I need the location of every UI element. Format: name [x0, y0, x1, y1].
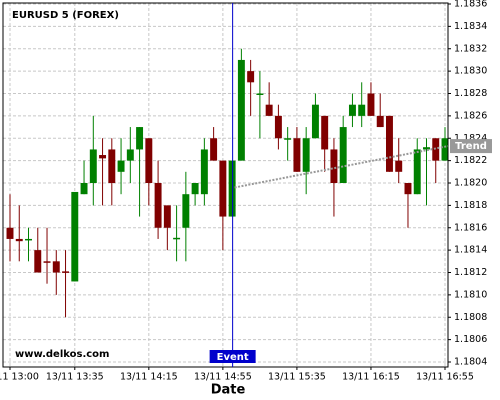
- y-tick-label: 1.1810: [454, 289, 487, 300]
- y-tick-label: 1.1808: [454, 312, 487, 323]
- chart-title: EURUSD 5 (FOREX): [12, 10, 119, 21]
- candle-body: [210, 138, 218, 161]
- candle-body: [284, 138, 292, 140]
- candle-body: [321, 115, 329, 150]
- candle-body: [395, 160, 403, 172]
- x-tick-label: 13/11 16:55: [416, 372, 474, 383]
- grid: [3, 3, 448, 367]
- candle-body: [34, 250, 42, 273]
- x-tick-label: 13/11 16:15: [342, 372, 400, 383]
- candle-body: [441, 138, 449, 161]
- candle-body: [173, 237, 181, 240]
- y-tick-label: 1.1832: [454, 43, 487, 54]
- candle-body: [15, 238, 23, 242]
- candle-body: [247, 71, 255, 83]
- y-tick-label: 1.1804: [454, 357, 487, 368]
- watermark: www.delkos.com: [15, 349, 109, 360]
- trend-label: Trend: [455, 141, 487, 152]
- candle-body: [385, 115, 393, 172]
- event-label-box: [209, 350, 256, 363]
- candle-body: [265, 104, 273, 116]
- candle-body: [367, 93, 375, 116]
- candle-body: [43, 261, 51, 263]
- candle-body: [108, 149, 116, 183]
- candle-body: [237, 59, 245, 161]
- y-tick-label: 1.1816: [454, 222, 487, 233]
- candle-body: [200, 149, 208, 195]
- candle-body: [71, 191, 79, 282]
- candle-body: [302, 138, 310, 172]
- candle-body: [256, 93, 264, 95]
- trend-label-box: [450, 139, 492, 154]
- candle-body: [191, 183, 199, 195]
- y-tick-label: 1.1812: [454, 267, 487, 278]
- candle-body: [89, 149, 97, 183]
- candle-body: [62, 271, 70, 273]
- candle-body: [80, 183, 88, 195]
- candle-body: [52, 261, 60, 273]
- candle-body: [154, 183, 162, 228]
- candle-body: [99, 155, 107, 159]
- y-tick-label: 1.1828: [454, 88, 487, 99]
- candle-body: [126, 149, 134, 161]
- candle-body: [376, 115, 384, 128]
- candle-body: [182, 194, 190, 228]
- event-label: Event: [217, 352, 249, 363]
- x-tick-label: 13/11 15:35: [268, 372, 326, 383]
- x-axis-label: Date: [211, 383, 246, 398]
- candle-body: [311, 104, 319, 139]
- candle-body: [145, 138, 153, 183]
- y-tick-label: 1.1830: [454, 66, 487, 77]
- candle-body: [339, 127, 347, 183]
- y-tick-label: 1.1826: [454, 110, 487, 121]
- candle-body: [330, 149, 338, 183]
- candle-body: [117, 160, 125, 172]
- x-tick-label: 13/11 13:00: [0, 372, 39, 383]
- candle-body: [293, 138, 301, 172]
- x-tick-label: 13/11 13:35: [46, 372, 104, 383]
- y-tick-label: 1.1818: [454, 200, 487, 211]
- y-tick-label: 1.1822: [454, 155, 487, 166]
- y-tick-label: 1.1836: [454, 0, 487, 10]
- x-tick-label: 13/11 14:15: [120, 372, 178, 383]
- candle-body: [136, 127, 144, 150]
- candle-body: [163, 205, 171, 228]
- candle-body: [6, 227, 14, 239]
- candle-body: [219, 160, 227, 217]
- y-tick-label: 1.1820: [454, 178, 487, 189]
- y-tick-label: 1.1824: [454, 133, 487, 144]
- y-tick-label: 1.1834: [454, 21, 487, 32]
- candle-body: [274, 115, 282, 139]
- candle-body: [423, 147, 430, 150]
- candle-body: [348, 104, 356, 116]
- candle-body: [358, 104, 366, 116]
- x-tick-label: 13/11 14:55: [194, 372, 252, 383]
- trend-line: [234, 145, 449, 189]
- plot-frame: [2, 2, 449, 368]
- y-tick-label: 1.1814: [454, 245, 487, 256]
- candle-body: [413, 149, 421, 195]
- y-tick-label: 1.1806: [454, 334, 487, 345]
- candle-body: [404, 183, 412, 195]
- candle-body: [25, 238, 32, 241]
